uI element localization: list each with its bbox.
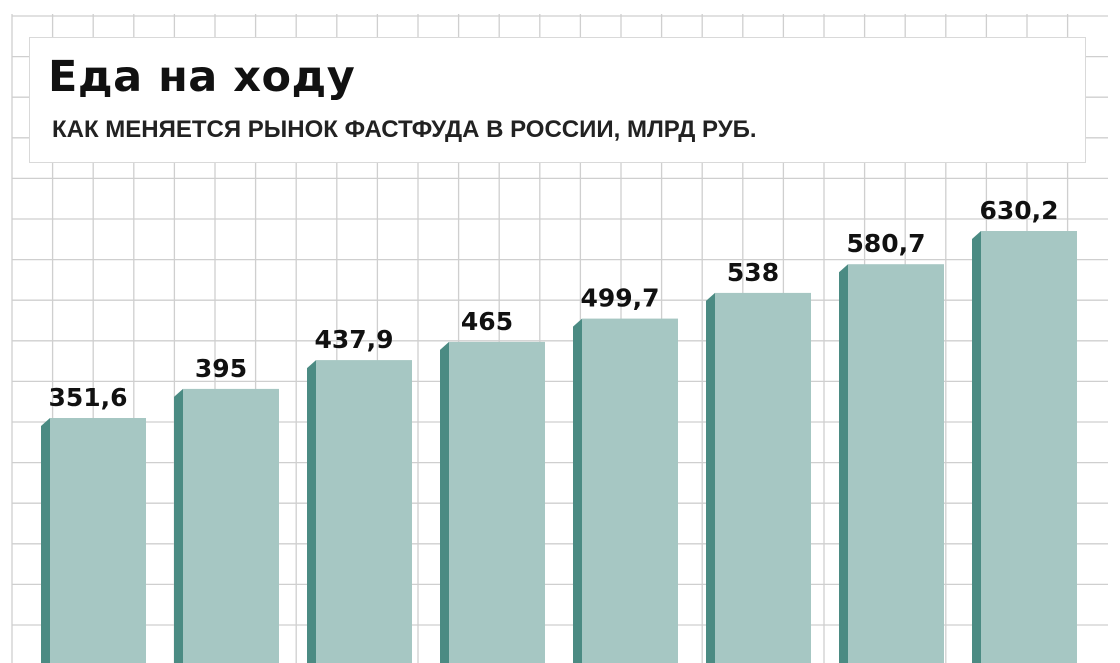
bar-value-label: 465 [461, 307, 513, 336]
bar-side [573, 318, 582, 663]
bar [715, 292, 811, 663]
bar-value-label: 580,7 [846, 229, 925, 258]
bar [316, 360, 412, 663]
bar-value-label: 437,9 [314, 325, 393, 354]
chart-title: Еда на ходу [48, 52, 356, 102]
bar-value-label: 630,2 [979, 196, 1058, 225]
bar-value-label: 351,6 [48, 383, 127, 412]
bar [981, 231, 1077, 663]
bar-side [706, 292, 715, 663]
bar [50, 418, 146, 663]
bar [848, 264, 944, 663]
bar [582, 318, 678, 663]
bar-side [839, 264, 848, 663]
bar-side [174, 388, 183, 663]
bar-side [41, 418, 50, 663]
bar-value-label: 395 [195, 354, 247, 383]
title-panel: Еда на ходу КАК МЕНЯЕТСЯ РЫНОК ФАСТФУДА … [30, 38, 1085, 162]
bar-side [307, 360, 316, 663]
value-labels: 351,6 395 437,9 465 499,7 538 580,7 630,2 [48, 196, 1058, 412]
bars [41, 231, 1077, 663]
chart-subtitle: КАК МЕНЯЕТСЯ РЫНОК ФАСТФУДА В РОССИИ, МЛ… [52, 116, 757, 143]
bar-value-label: 538 [727, 258, 779, 287]
bar-value-label: 499,7 [580, 284, 659, 313]
bar [183, 388, 279, 663]
bar-side [440, 341, 449, 663]
bar [449, 341, 545, 663]
bar-side [972, 231, 981, 663]
